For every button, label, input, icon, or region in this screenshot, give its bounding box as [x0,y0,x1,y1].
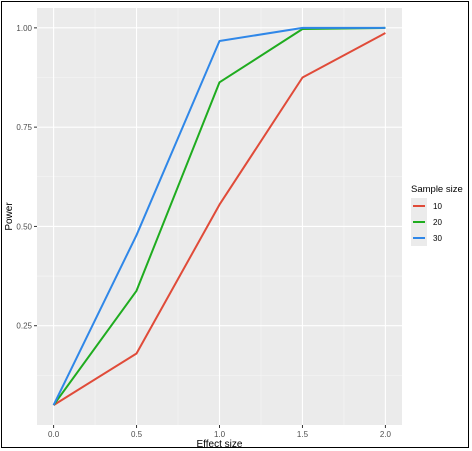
x-tick-label: 0.5 [131,430,143,439]
series-line-10 [53,32,386,406]
legend-title: Sample size [411,184,463,195]
x-tick-label: 1.0 [214,430,226,439]
y-tick-label: 0.25 [16,322,32,331]
y-axis: 0.25 0.50 0.75 1.00 [16,24,37,331]
y-tick-label: 0.75 [16,123,32,132]
y-axis-title: Power [4,202,15,231]
legend-label-20: 20 [433,218,442,227]
y-tick-label: 1.00 [16,24,32,33]
series-lines [52,26,386,406]
legend-label-30: 30 [433,234,442,243]
x-axis-title: Effect size [197,439,243,450]
y-tick-label: 0.50 [16,222,32,231]
x-tick-label: 0.0 [48,430,60,439]
legend-label-10: 10 [433,202,442,211]
legend-items: 10 20 30 [413,202,442,243]
x-tick-label: 1.5 [297,430,309,439]
x-tick-label: 2.0 [380,430,392,439]
x-axis: 0.0 0.5 1.0 1.5 2.0 [48,425,392,439]
series-line-30 [52,26,386,406]
legend: Sample size 10 20 30 [411,184,463,246]
